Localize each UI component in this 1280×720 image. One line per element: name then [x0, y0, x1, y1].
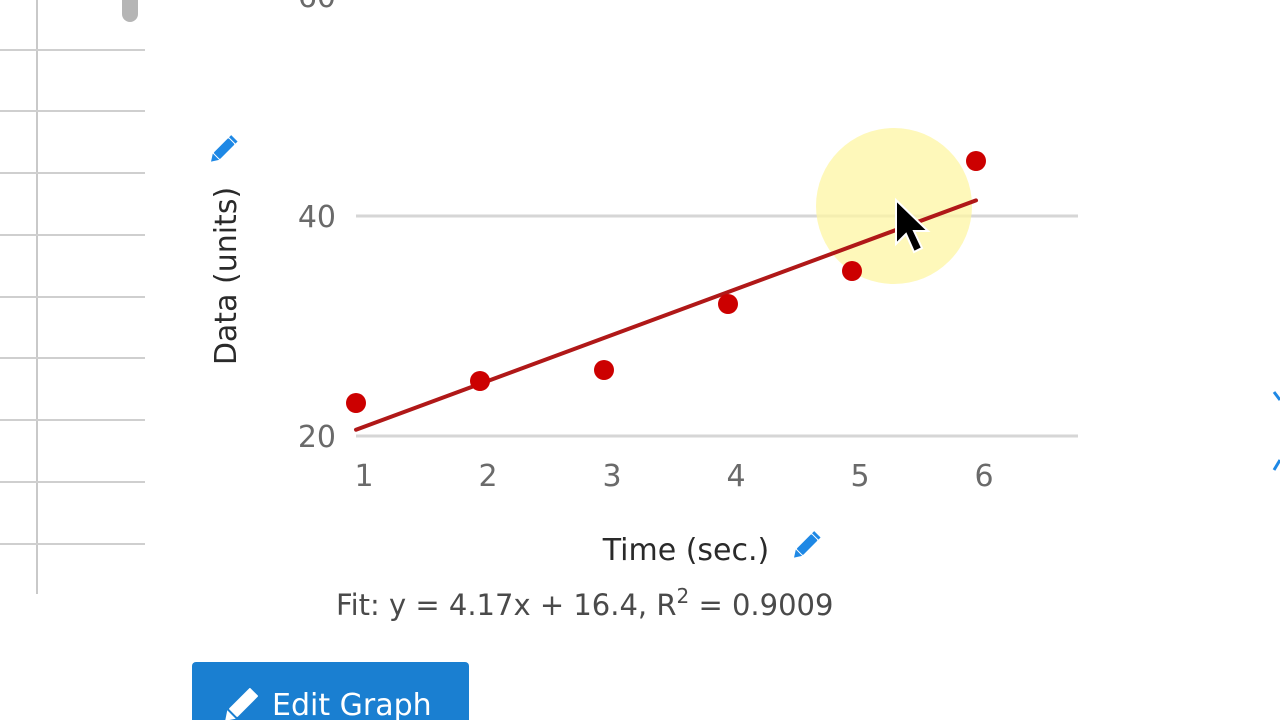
fit-equation: Fit: y = 4.17x + 16.4, R2 = 0.9009	[336, 586, 834, 622]
x-tick-label: 1	[354, 459, 373, 494]
pencil-icon	[225, 688, 258, 720]
table-row-divider	[0, 296, 145, 298]
x-tick-label: 4	[726, 459, 745, 494]
data-point[interactable]	[718, 294, 738, 314]
x-tick-label: 5	[850, 459, 869, 494]
r-squared-superscript: 2	[676, 584, 690, 608]
table-row-divider	[0, 481, 145, 483]
x-tick-label: 6	[974, 459, 993, 494]
fit-equation-prefix: Fit: y = 4.17x + 16.4, R	[336, 588, 677, 622]
data-point[interactable]	[594, 360, 614, 380]
table-row-divider	[0, 419, 145, 421]
data-points	[346, 151, 986, 413]
edit-x-axis-pencil-icon[interactable]	[791, 531, 821, 561]
edit-graph-label: Edit Graph	[272, 688, 432, 720]
scrollbar-thumb[interactable]	[122, 0, 138, 22]
x-tick-label: 2	[478, 459, 497, 494]
y-tick-label: 20	[298, 420, 336, 455]
edit-graph-button[interactable]: Edit Graph	[192, 662, 469, 720]
collapse-panel-icon[interactable]	[1268, 384, 1280, 484]
x-tick-label: 3	[602, 459, 621, 494]
table-row-divider	[0, 543, 145, 545]
data-point[interactable]	[842, 261, 862, 281]
table-row-divider	[0, 172, 145, 174]
x-axis-ticks: 1 2 3 4 5 6	[354, 459, 993, 494]
fit-line	[354, 198, 978, 432]
x-axis-title[interactable]: Time (sec.)	[602, 533, 769, 568]
table-row-divider	[0, 357, 145, 359]
data-point[interactable]	[346, 393, 366, 413]
table-row-divider	[0, 110, 145, 112]
data-point[interactable]	[966, 151, 986, 171]
cursor-highlight	[816, 128, 972, 284]
table-row-divider	[0, 234, 145, 236]
mouse-pointer-icon	[895, 197, 931, 254]
edit-y-axis-pencil-icon[interactable]	[208, 135, 238, 165]
y-tick-label: 40	[298, 200, 336, 235]
y-axis-ticks: 20 40 60	[298, 0, 336, 455]
data-point[interactable]	[470, 371, 490, 391]
y-axis-title[interactable]: Data (units)	[209, 187, 244, 365]
table-row-divider	[0, 49, 145, 51]
y-tick-label: 60	[298, 0, 336, 15]
fit-equation-suffix: = 0.9009	[689, 588, 834, 622]
